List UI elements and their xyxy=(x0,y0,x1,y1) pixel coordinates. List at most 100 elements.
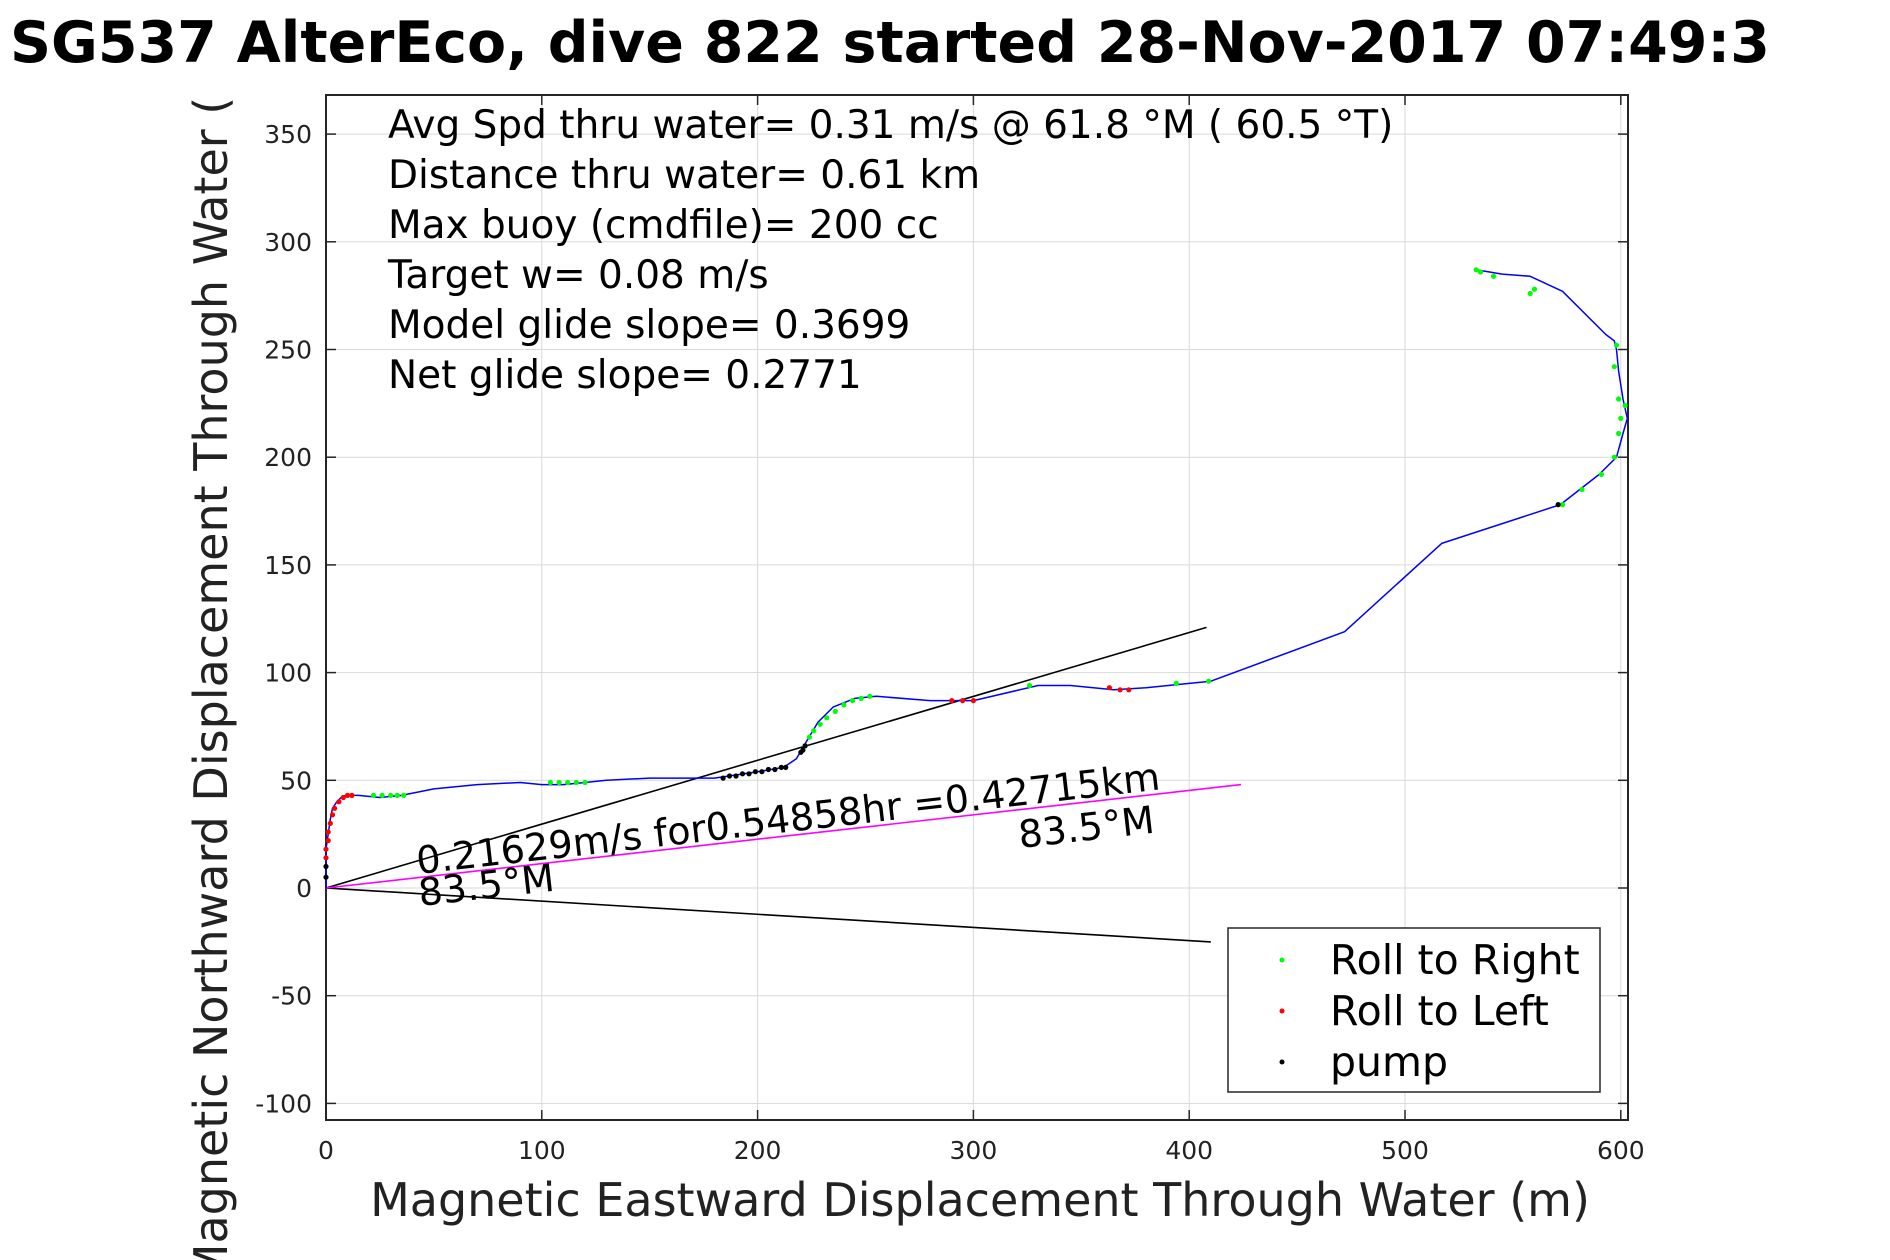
chart-title: SG537 AlterEco, dive 822 started 28-Nov-… xyxy=(10,10,1770,76)
roll-right-point xyxy=(582,779,588,786)
y-tick-label: -50 xyxy=(271,982,312,1011)
roll-left-point xyxy=(327,820,333,827)
legend-label-roll-right: Roll to Right xyxy=(1330,936,1580,984)
roll-right-point xyxy=(841,702,847,708)
roll-right-point xyxy=(1598,471,1604,477)
roll-left-point xyxy=(323,855,329,861)
legend: Roll to Right Roll to Left pump xyxy=(1227,927,1601,1093)
roll-left-point xyxy=(960,698,966,704)
current-vector-line xyxy=(325,783,1242,889)
marker-layer xyxy=(323,267,1628,880)
pump-point xyxy=(733,773,739,779)
pump-point xyxy=(323,863,329,870)
reference-line-lower xyxy=(325,887,1211,943)
roll-right-point xyxy=(573,779,579,786)
roll-right-point xyxy=(1173,680,1179,687)
y-tick-label: 200 xyxy=(264,443,312,472)
y-tick-label: 300 xyxy=(264,228,312,257)
reference-lines xyxy=(325,626,1242,943)
roll-right-point xyxy=(850,698,856,704)
x-tick-label: 100 xyxy=(518,1136,566,1165)
roll-right-point xyxy=(1579,486,1585,493)
roll-right-point xyxy=(1611,454,1617,460)
roll-right-point xyxy=(806,734,813,740)
pump-point xyxy=(1555,502,1561,508)
roll-left-point xyxy=(949,698,955,704)
roll-right-point xyxy=(858,695,864,702)
roll-right-point xyxy=(388,792,394,799)
roll-right-point xyxy=(1616,430,1622,437)
legend-marker-pump xyxy=(1279,1059,1285,1065)
roll-right-point xyxy=(811,728,817,734)
y-axis-label: Magnetic Northward Displacement Through … xyxy=(184,97,238,1260)
roll-right-point xyxy=(370,792,377,799)
x-tick-label: 300 xyxy=(950,1136,998,1165)
legend-label-roll-left: Roll to Left xyxy=(1330,987,1549,1035)
roll-right-point xyxy=(832,708,838,715)
roll-right-point xyxy=(394,792,400,799)
pump-point xyxy=(752,769,759,775)
pump-point xyxy=(802,743,808,749)
annotation-distance: Distance thru water= 0.61 km xyxy=(388,153,980,198)
roll-right-point xyxy=(1527,290,1533,297)
roll-right-point xyxy=(1531,286,1538,292)
roll-left-point xyxy=(349,792,355,799)
x-tick-label: 200 xyxy=(734,1136,782,1165)
roll-right-point xyxy=(1490,273,1497,279)
roll-right-point xyxy=(401,792,407,799)
legend-label-pump: pump xyxy=(1330,1038,1448,1086)
pump-point xyxy=(323,874,329,880)
annotation-max-buoy: Max buoy (cmdfile)= 200 cc xyxy=(388,203,939,248)
y-tick-label: 50 xyxy=(280,766,312,795)
legend-box xyxy=(1227,927,1601,1093)
roll-left-point xyxy=(340,794,346,801)
roll-right-point xyxy=(1611,364,1617,370)
legend-marker-roll-left xyxy=(1279,1008,1285,1014)
roll-right-point xyxy=(1559,502,1566,508)
y-tick-label: 350 xyxy=(264,120,312,149)
roll-right-point xyxy=(1477,269,1484,275)
roll-right-point xyxy=(1618,415,1624,421)
pump-point xyxy=(726,773,733,779)
roll-right-point xyxy=(556,779,562,786)
roll-left-point xyxy=(332,805,338,811)
x-tick-label: 500 xyxy=(1381,1136,1429,1165)
pump-point xyxy=(746,771,752,777)
roll-left-point xyxy=(336,799,342,805)
y-tick-label: 100 xyxy=(264,659,312,688)
roll-right-point xyxy=(1616,396,1622,402)
roll-right-point xyxy=(1613,342,1620,348)
roll-right-point xyxy=(1206,678,1212,684)
y-tick-label: 0 xyxy=(296,874,312,903)
roll-right-point xyxy=(824,715,830,721)
annotation-target-w: Target w= 0.08 m/s xyxy=(387,253,769,298)
annotation-avg-speed: Avg Spd thru water= 0.31 m/s @ 61.8 °M (… xyxy=(388,103,1393,148)
y-tick-label: -100 xyxy=(255,1089,312,1118)
pump-point xyxy=(759,769,765,775)
roll-left-point xyxy=(345,792,351,799)
grid-lines xyxy=(325,95,1628,1120)
roll-left-point xyxy=(1126,687,1132,693)
pump-point xyxy=(720,775,726,781)
roll-right-point xyxy=(565,779,571,786)
pump-point xyxy=(778,764,784,771)
roll-left-point xyxy=(1106,685,1112,691)
roll-right-point xyxy=(379,792,385,799)
roll-right-point xyxy=(817,721,823,727)
annotation-net-glide: Net glide slope= 0.2771 xyxy=(388,353,862,398)
pump-point xyxy=(783,764,789,771)
annotation-block: Avg Spd thru water= 0.31 m/s @ 61.8 °M (… xyxy=(387,103,1393,398)
roll-right-point xyxy=(1026,682,1033,689)
roll-right-point xyxy=(867,693,873,699)
pump-point xyxy=(739,771,746,777)
x-tick-label: 600 xyxy=(1597,1136,1645,1165)
x-tick-label: 0 xyxy=(318,1136,334,1165)
pump-point xyxy=(765,766,772,773)
pump-point xyxy=(800,747,806,753)
roll-right-point xyxy=(1622,402,1628,409)
plot-frame xyxy=(325,94,1629,1121)
roll-left-point xyxy=(1117,687,1123,693)
roll-right-point xyxy=(547,779,554,786)
x-axis-label: Magnetic Eastward Displacement Through W… xyxy=(370,1173,1590,1227)
